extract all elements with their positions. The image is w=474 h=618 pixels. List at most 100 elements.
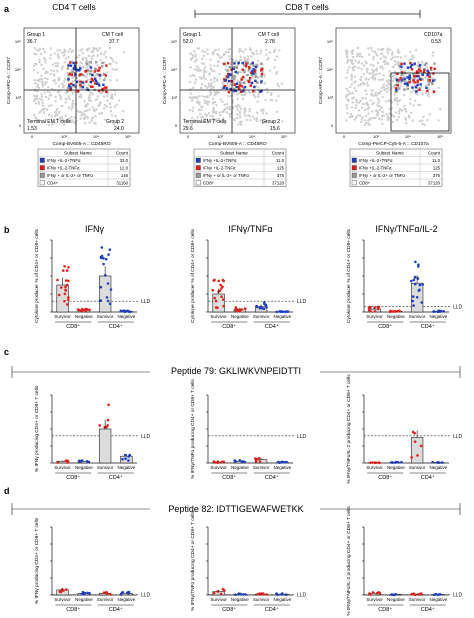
event-dot (386, 116, 390, 120)
chart-c-0: LLD % IFNγ producing CD4+ or CD8+ T cells… (34, 385, 151, 481)
gated-event (97, 89, 101, 92)
gated-event (260, 75, 263, 78)
event-dot (68, 119, 72, 122)
quadrant-label: Terminal EM T cells (183, 119, 227, 125)
event-dot (369, 46, 373, 50)
event-dot (249, 55, 253, 58)
event-dot (393, 60, 397, 63)
gated-event (400, 77, 404, 80)
event-dot (192, 86, 195, 90)
event-dot (91, 92, 94, 95)
event-dot (393, 70, 396, 73)
gated-event (76, 69, 79, 72)
event-dot (202, 120, 205, 123)
data-point (237, 309, 241, 313)
legend-row-name: CD8+ (359, 181, 371, 186)
gated-event (428, 73, 432, 76)
gated-event (417, 64, 420, 68)
event-dot (115, 103, 118, 107)
data-point (244, 593, 247, 596)
event-dot (398, 98, 402, 102)
event-dot (78, 64, 82, 68)
data-point (67, 298, 70, 302)
event-dot (43, 56, 46, 60)
event-dot (396, 103, 399, 106)
gated-event (97, 69, 100, 72)
data-point (57, 293, 61, 297)
event-dot (393, 99, 396, 102)
event-dot (376, 97, 379, 101)
event-dot (238, 110, 242, 114)
data-point (67, 296, 70, 299)
gated-event (85, 62, 89, 66)
data-point (66, 303, 69, 306)
event-dot (394, 55, 397, 59)
event-dot (419, 103, 422, 107)
event-dot (197, 47, 201, 50)
gated-event (431, 79, 435, 82)
event-dot (273, 50, 276, 54)
cd4-title: CD4 T cells (52, 2, 96, 12)
gated-event (97, 82, 101, 85)
event-dot (193, 68, 197, 71)
event-dot (86, 115, 89, 118)
event-dot (235, 116, 239, 120)
gated-event (66, 90, 69, 93)
event-dot (359, 121, 363, 124)
event-dot (71, 49, 74, 52)
event-dot (39, 52, 43, 56)
bar (98, 275, 112, 313)
data-point (105, 296, 109, 299)
group-label: CD4⁺ (265, 474, 279, 481)
event-dot (437, 119, 440, 122)
event-dot (198, 101, 201, 104)
legend-row-count: 11.0 (276, 158, 285, 163)
gated-event (104, 74, 107, 77)
event-dot (257, 86, 260, 89)
event-dot (236, 79, 240, 82)
gated-event (259, 90, 262, 93)
legend-row-count: 37120 (272, 181, 285, 186)
event-dot (367, 47, 370, 50)
event-dot (275, 55, 279, 58)
x-tick-label: Negative (273, 465, 291, 470)
data-point (278, 461, 281, 465)
event-dot (369, 99, 372, 102)
data-point (223, 589, 226, 592)
data-point (212, 591, 216, 595)
event-dot (264, 98, 267, 102)
event-dot (364, 89, 367, 92)
event-dot (46, 77, 49, 81)
legend-row-name: IFNγ + or IL-2+ or TNFα (203, 173, 249, 178)
event-dot (345, 107, 349, 110)
data-point (108, 302, 112, 306)
event-dot (211, 51, 214, 55)
gated-event (395, 90, 398, 94)
x-tick-label: Negative (273, 597, 291, 602)
event-dot (377, 48, 380, 51)
event-dot (347, 89, 350, 93)
data-point (265, 305, 268, 309)
chart-title: IFNγ (85, 224, 104, 234)
event-dot (201, 57, 204, 60)
event-dot (34, 102, 38, 105)
event-dot (98, 112, 101, 115)
flow-y-tick: 10⁵ (15, 39, 21, 44)
data-point (99, 299, 102, 303)
gated-event (90, 77, 94, 81)
event-dot (114, 115, 117, 118)
event-dot (371, 49, 374, 53)
gated-event (426, 69, 429, 72)
data-point (222, 304, 225, 308)
data-point (280, 593, 283, 596)
gated-event (432, 90, 436, 93)
event-dot (257, 76, 260, 79)
gated-event (431, 82, 434, 86)
gated-event (67, 73, 70, 77)
event-dot (277, 85, 280, 88)
event-dot (60, 68, 64, 71)
event-dot (360, 118, 364, 121)
event-dot (93, 109, 96, 113)
event-dot (210, 82, 213, 85)
